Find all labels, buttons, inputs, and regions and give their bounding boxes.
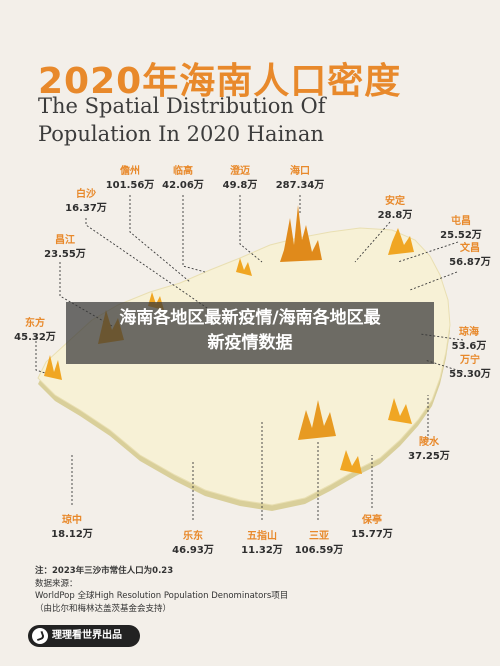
title-english: The Spatial Distribution Of Population I… (38, 94, 326, 146)
city-wuzhishan: 五指山 11.32万 (241, 531, 283, 556)
brand-logo-icon (32, 628, 48, 644)
city-wanning: 万宁 55.30万 (449, 355, 491, 380)
leader-lines (35, 195, 464, 520)
city-sanya: 三亚 106.59万 (294, 531, 344, 556)
city-qiongzhong: 琼中 18.12万 (51, 515, 93, 540)
note-line-2: 数据来源： (35, 578, 78, 589)
brand-badge: 理理看世界出品 (28, 625, 140, 647)
note-line-1: 注：2023年三沙市常住人口为0.23 (35, 566, 174, 576)
city-baoting: 保亭 15.77万 (351, 515, 393, 540)
note-line-3: WorldPop 全球High Resolution Population De… (35, 591, 289, 601)
overlay-banner (66, 302, 434, 364)
banner-line-1: 海南各地区最新疫情/海南各地区最 (119, 308, 381, 328)
city-ledong: 乐东 46.93万 (172, 531, 214, 556)
city-lingao: 临高 42.06万 (162, 166, 204, 191)
note-line-4: （由比尔和梅林达盖茨基金会支持） (35, 603, 172, 614)
title-chinese: 2020年海南人口密度 (38, 61, 402, 102)
brand-text: 理理看世界出品 (52, 630, 122, 641)
city-baisha: 白沙 16.37万 (65, 189, 107, 214)
island-shape (37, 227, 451, 506)
city-tunchang: 屯昌 25.52万 (440, 216, 482, 241)
city-wenchang: 文昌 56.87万 (449, 243, 491, 268)
city-danzhou: 儋州 101.56万 (105, 166, 155, 191)
overlay-banner-text: 海南各地区最新疫情/海南各地区最 新疫情数据 (66, 306, 434, 356)
city-dongfang: 东方 45.32万 (14, 318, 56, 343)
city-qionghai: 琼海 53.6万 (451, 327, 487, 352)
city-changjiang: 昌江 23.55万 (44, 235, 86, 260)
banner-line-2: 新疫情数据 (207, 333, 293, 353)
source-notes: 注：2023年三沙市常住人口为0.23 数据来源： WorldPop 全球Hig… (35, 565, 288, 615)
city-chengmai: 澄迈 49.8万 (222, 166, 258, 191)
city-haikou: 海口 287.34万 (275, 166, 325, 191)
city-ding-an: 安定 28.8万 (377, 196, 413, 221)
city-lingshui: 陵水 37.25万 (408, 437, 450, 462)
